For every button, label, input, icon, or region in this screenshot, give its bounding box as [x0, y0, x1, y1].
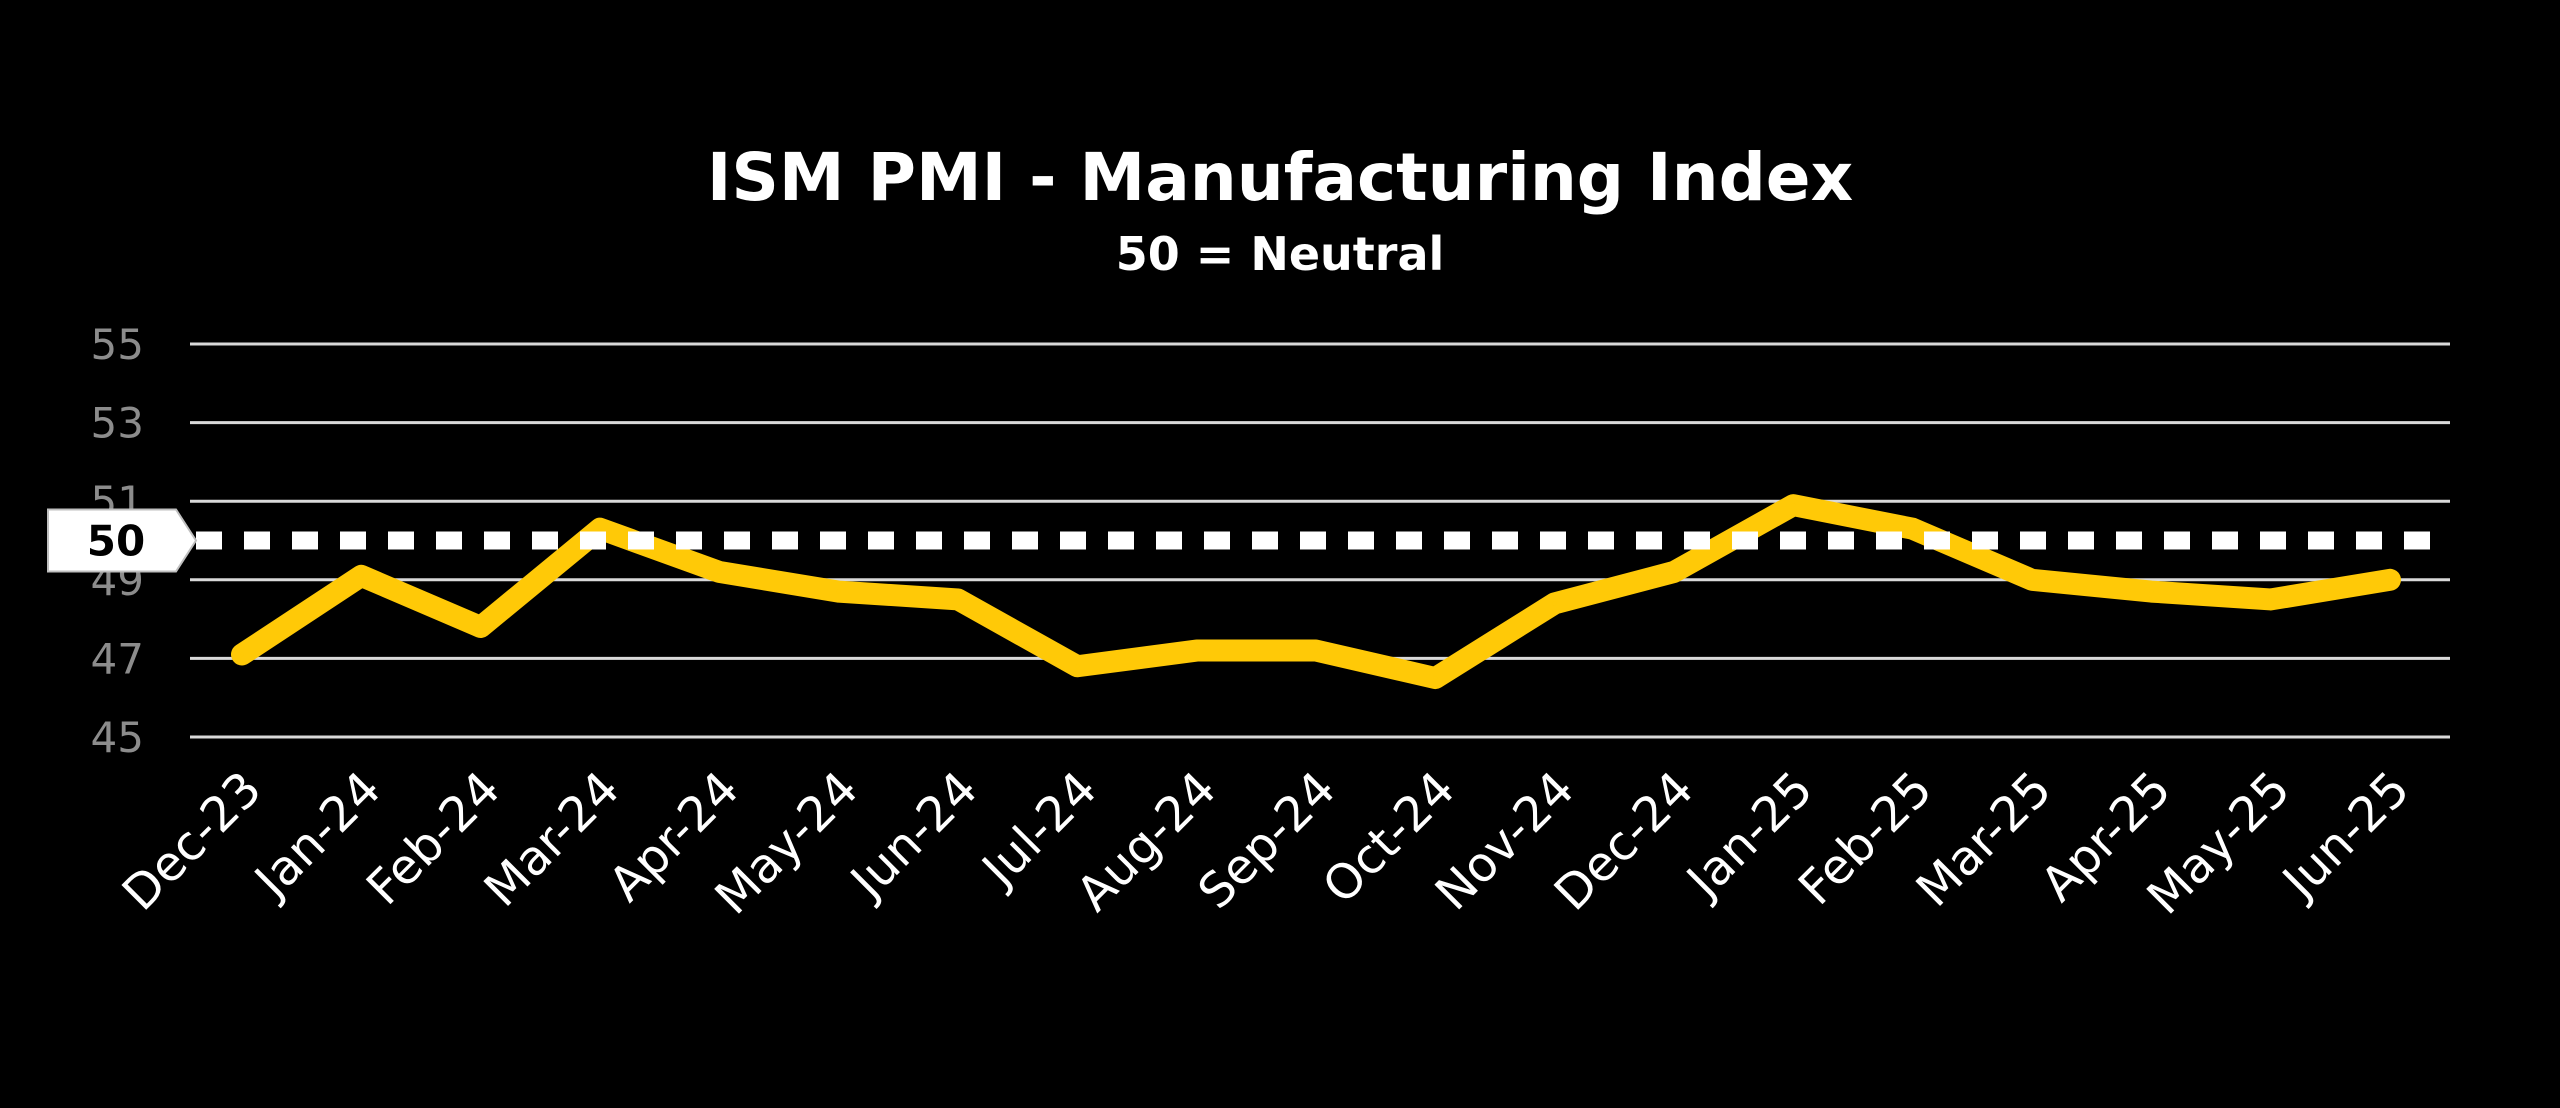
x-tick-label: Jun-25	[2270, 761, 2420, 911]
data-point	[1552, 601, 1557, 606]
reference-badge	[47, 508, 198, 573]
data-point	[1314, 648, 1318, 653]
data-point	[836, 589, 841, 594]
x-tick-label: Mar-24	[474, 761, 631, 918]
x-tick-label: Jun-24	[838, 761, 988, 911]
chart-subtitle: 50 = Neutral	[1116, 227, 1445, 281]
data-point	[1672, 569, 1676, 574]
data-point	[598, 526, 602, 531]
grid	[190, 342, 2450, 739]
y-tick-53: 53	[91, 399, 144, 448]
x-tick-label: Dec-23	[112, 761, 273, 922]
data-point	[2149, 589, 2154, 594]
data-point	[1910, 526, 1915, 531]
x-axis: Dec-23Jan-24Feb-24Mar-24Apr-24May-24Jun-…	[112, 761, 2421, 926]
data-point	[1433, 676, 1438, 681]
y-tick-45: 45	[91, 713, 144, 762]
data-point	[1194, 648, 1199, 653]
series	[231, 494, 2401, 690]
reference-label: 50	[87, 517, 145, 566]
data-point	[956, 597, 960, 602]
data-point	[2388, 577, 2392, 582]
data-point	[478, 624, 483, 629]
y-tick-55: 55	[91, 320, 144, 369]
chart-title: ISM PMI - Manufacturing Index	[707, 139, 1853, 216]
data-point	[240, 652, 244, 657]
x-tick-label: Mar-25	[1906, 761, 2063, 918]
data-point	[2030, 577, 2034, 582]
data-point	[717, 569, 722, 574]
data-point	[1791, 503, 1796, 508]
y-tick-47: 47	[91, 634, 144, 683]
data-point	[2268, 597, 2273, 602]
reference-line-group: 50	[47, 508, 2450, 573]
data-point	[1075, 664, 1080, 669]
data-point	[359, 573, 364, 578]
